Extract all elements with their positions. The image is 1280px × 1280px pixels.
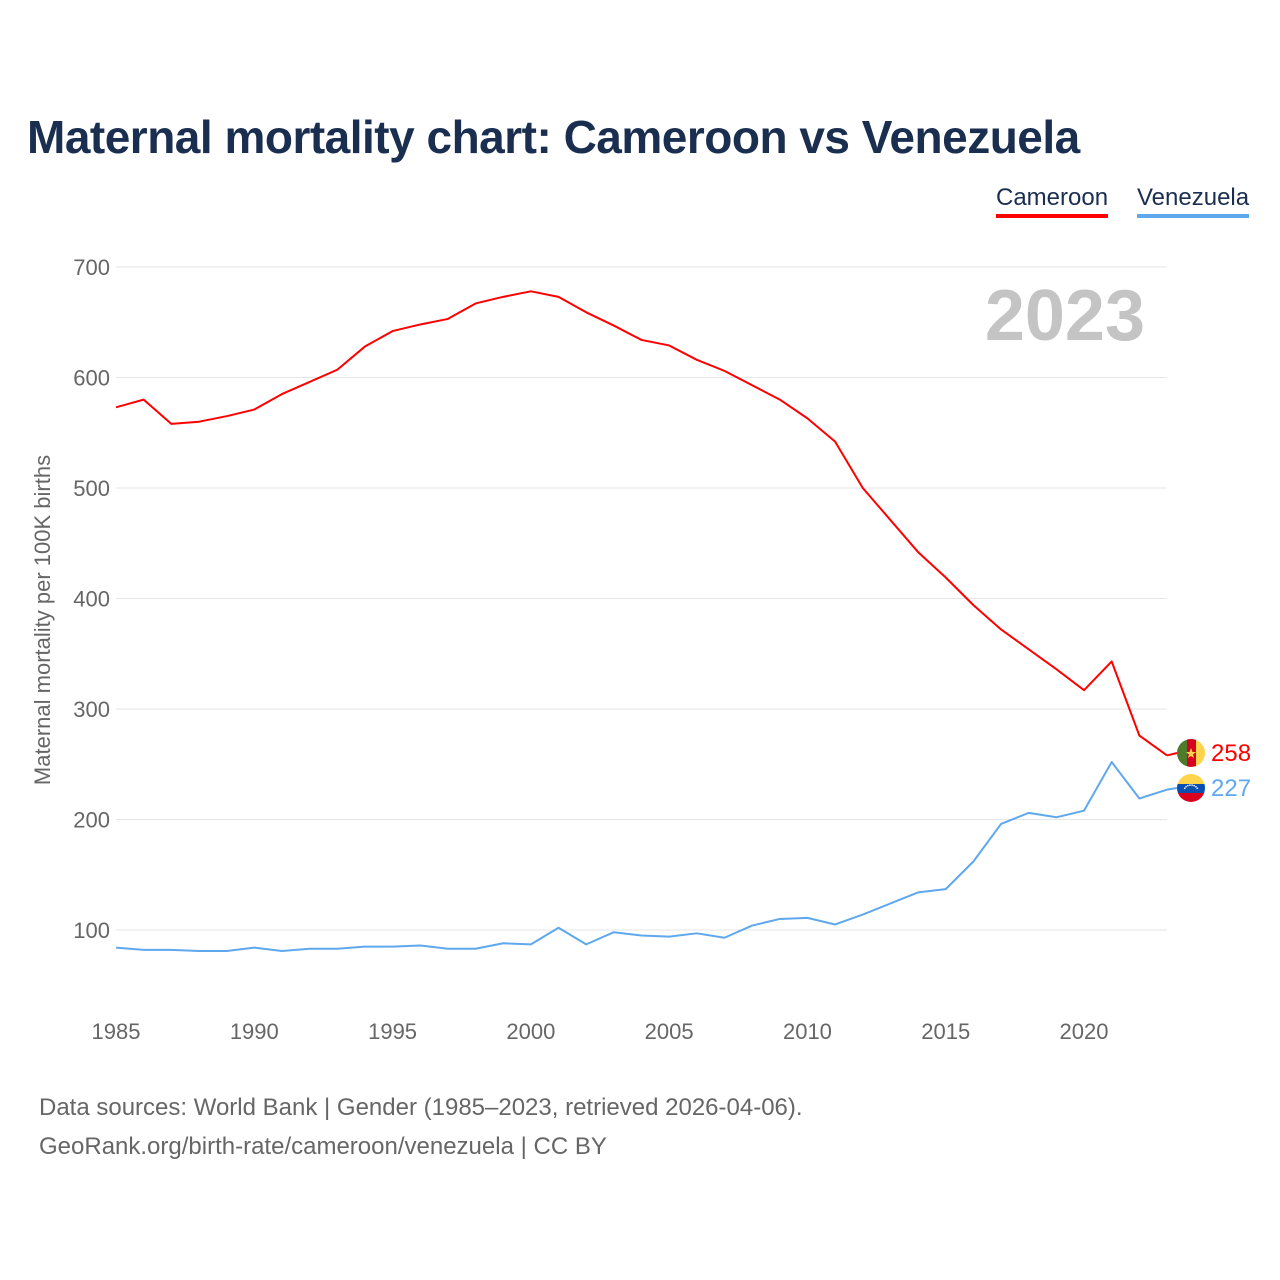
y-tick-label: 100: [73, 918, 110, 943]
x-tick-label: 2015: [921, 1019, 970, 1044]
y-tick-label: 600: [73, 366, 110, 391]
series-line-venezuela: [115, 761, 1168, 952]
y-tick-label: 200: [73, 808, 110, 833]
x-tick-label: 2010: [783, 1019, 832, 1044]
x-tick-label: 2005: [645, 1019, 694, 1044]
x-tick-label: 1985: [92, 1019, 141, 1044]
cameroon-flag-icon: [1177, 739, 1205, 767]
x-tick-label: 1995: [368, 1019, 417, 1044]
y-tick-label: 500: [73, 476, 110, 501]
y-axis-label: Maternal mortality per 100K births: [30, 455, 55, 785]
footer-link[interactable]: GeoRank.org/birth-rate/cameroon/venezuel…: [39, 1133, 607, 1160]
x-tick-label: 2000: [506, 1019, 555, 1044]
chart-title: Maternal mortality chart: Cameroon vs Ve…: [27, 111, 1080, 163]
footer: Data sources: World Bank | Gender (1985–…: [39, 1088, 803, 1166]
x-tick-label: 1990: [230, 1019, 279, 1044]
series-line-cameroon: [115, 290, 1168, 757]
end-value-label-venezuela: 227: [1211, 775, 1251, 802]
y-tick-label: 300: [73, 697, 110, 722]
y-tick-label: 700: [73, 255, 110, 280]
year-watermark: 2023: [985, 276, 1145, 356]
legend-item-venezuela[interactable]: Venezuela: [1137, 184, 1250, 218]
legend-item-cameroon[interactable]: Cameroon: [996, 184, 1109, 218]
end-value-label-cameroon: 258: [1211, 740, 1251, 767]
y-tick-label: 400: [73, 587, 110, 612]
venezuela-flag-icon: [1177, 774, 1205, 802]
x-tick-label: 2020: [1060, 1019, 1109, 1044]
footer-sources: Data sources: World Bank | Gender (1985–…: [39, 1094, 803, 1121]
